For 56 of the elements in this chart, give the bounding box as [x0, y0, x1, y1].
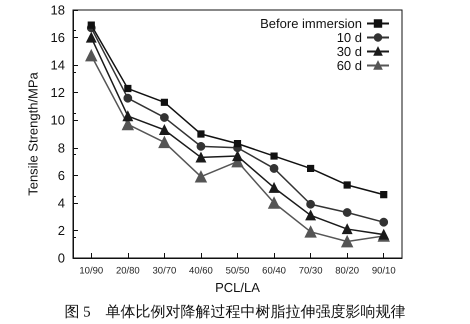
- x-tick-label: 10/90: [79, 266, 104, 276]
- y-tick-label: 8: [58, 140, 65, 156]
- point: [380, 191, 388, 198]
- point: [342, 224, 352, 234]
- point: [88, 22, 95, 29]
- x-tick-label: 90/10: [372, 266, 396, 276]
- caption: 图 5 单体比例对降解过程中树脂拉伸强度影响规律: [64, 304, 406, 320]
- point: [158, 136, 170, 148]
- point: [270, 152, 278, 160]
- y-tick-label: 6: [58, 168, 65, 183]
- point: [85, 50, 98, 62]
- x-tick-label: 60/40: [262, 266, 286, 276]
- point: [341, 236, 354, 248]
- legend-label: 60 d: [336, 58, 362, 73]
- x-tick-label: 50/50: [226, 266, 250, 276]
- point: [124, 84, 132, 92]
- x-tick-label: 70/30: [298, 266, 322, 276]
- x-tick-label: 30/70: [152, 266, 176, 276]
- point: [196, 142, 206, 151]
- y-tick-label: 14: [50, 58, 65, 73]
- point: [159, 124, 170, 135]
- y-tick-label: 4: [58, 195, 65, 210]
- point: [196, 152, 206, 163]
- point: [160, 98, 168, 106]
- legend-label: 30 d: [336, 44, 362, 59]
- legend-label: Before immersion: [260, 16, 362, 31]
- x-tick-label: 40/60: [189, 266, 213, 276]
- point: [232, 150, 243, 162]
- y-tick-label: 10: [50, 112, 65, 128]
- point: [86, 32, 96, 43]
- x-axis-title: PCL/LA: [215, 280, 260, 295]
- point: [234, 140, 242, 148]
- legend-label: 10 d: [336, 30, 362, 45]
- point: [307, 164, 314, 172]
- y-tick-label: 12: [50, 85, 65, 100]
- point: [306, 200, 315, 209]
- x-tick-label: 20/80: [116, 266, 140, 276]
- y-tick-label: 0: [58, 250, 65, 266]
- point: [197, 130, 205, 138]
- y-tick-label: 2: [58, 222, 65, 238]
- point: [344, 181, 351, 189]
- y-axis-title: Tensile Strength/MPa: [26, 71, 41, 196]
- point: [379, 218, 388, 227]
- y-tick-label: 16: [50, 30, 65, 46]
- point: [304, 226, 316, 238]
- point: [268, 182, 280, 193]
- point: [268, 197, 280, 209]
- point: [123, 94, 132, 103]
- point: [270, 164, 278, 173]
- point: [306, 210, 316, 220]
- point: [160, 113, 169, 122]
- x-tick-label: 80/20: [335, 266, 360, 276]
- point: [342, 208, 352, 217]
- point: [195, 170, 207, 183]
- point: [122, 110, 133, 122]
- y-tick-label: 18: [50, 2, 65, 18]
